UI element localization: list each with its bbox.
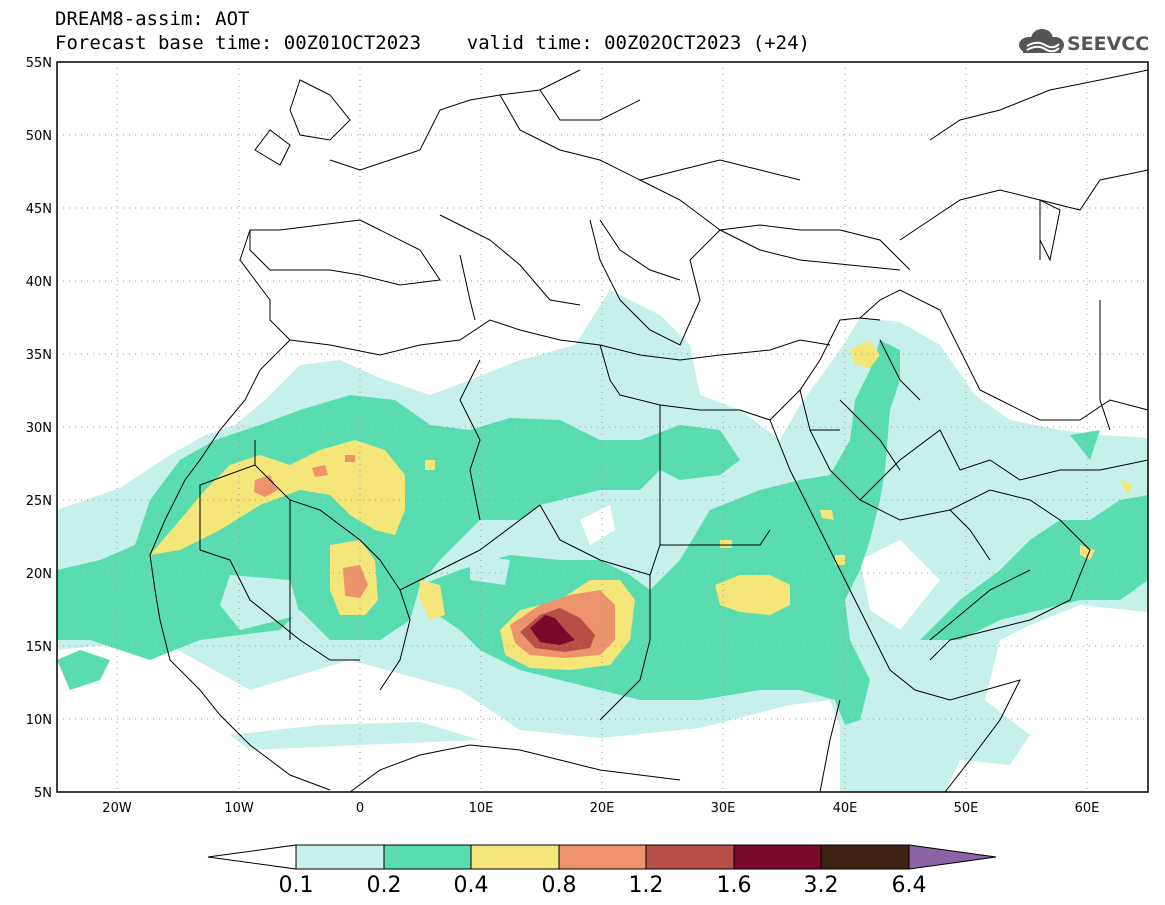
country-borders xyxy=(199,89,1111,721)
colorbar-swatch xyxy=(383,844,472,870)
colorbar-swatch xyxy=(820,844,910,870)
lon-tick: 10E xyxy=(469,801,494,816)
colorbar-swatch xyxy=(295,844,385,870)
lat-tick: 55N xyxy=(26,56,52,71)
lat-tick: 20N xyxy=(26,567,52,582)
map-frame xyxy=(56,61,1149,793)
aot-level-1.6 xyxy=(530,615,575,645)
lat-tick: 30N xyxy=(26,421,52,436)
colorbar-label: 0.4 xyxy=(454,873,489,898)
colorbar-swatch xyxy=(558,844,647,870)
lat-tick: 10N xyxy=(26,713,52,728)
lat-tick: 5N xyxy=(34,786,52,801)
colorbar-label: 3.2 xyxy=(804,873,839,898)
colorbar-label: 0.2 xyxy=(367,873,402,898)
logo-text: SEEVCCC xyxy=(1067,33,1150,55)
colorbar-swatch xyxy=(645,844,735,870)
seevccc-logo: SEEVCCC xyxy=(1019,29,1150,55)
colorbar xyxy=(207,844,997,870)
lon-tick: 20E xyxy=(590,801,615,816)
lat-tick: 45N xyxy=(26,202,52,217)
lat-tick: 50N xyxy=(26,129,52,144)
lon-tick: 10W xyxy=(224,801,254,816)
cloud-logo-icon xyxy=(1019,29,1064,53)
colorbar-low-arrow xyxy=(207,844,297,870)
lon-axis: 20W 10W 0 10E 20E 30E 40E 50E 60E xyxy=(102,801,1099,816)
lon-tick: 20W xyxy=(102,801,132,816)
lon-tick: 60E xyxy=(1075,801,1100,816)
lat-axis: 55N 50N 45N 40N 35N 30N 25N 20N 15N 10N … xyxy=(26,56,52,801)
lon-tick: 0 xyxy=(356,801,364,816)
colorbar-label: 0.8 xyxy=(542,873,577,898)
colorbar-label: 6.4 xyxy=(892,873,927,898)
lat-tick: 15N xyxy=(26,640,52,655)
colorbar-label: 1.2 xyxy=(629,873,664,898)
colorbar-high-arrow xyxy=(908,844,997,870)
lon-tick: 30E xyxy=(711,801,736,816)
lat-tick: 40N xyxy=(26,275,52,290)
title-line-1: DREAM8-assim: AOT xyxy=(55,8,250,30)
title-line-2: Forecast base time: 00Z01OCT2023 valid t… xyxy=(55,32,810,54)
colorbar-swatch xyxy=(733,844,822,870)
coastlines xyxy=(149,69,1148,792)
colorbar-label: 1.6 xyxy=(717,873,752,898)
lon-tick: 40E xyxy=(833,801,858,816)
colorbar-labels: 0.1 0.2 0.4 0.8 1.2 1.6 3.2 6.4 xyxy=(279,873,927,898)
colorbar-label: 0.1 xyxy=(279,873,314,898)
lon-tick: 50E xyxy=(954,801,979,816)
lat-tick: 35N xyxy=(26,348,52,363)
lat-tick: 25N xyxy=(26,494,52,509)
colorbar-swatch xyxy=(470,844,560,870)
